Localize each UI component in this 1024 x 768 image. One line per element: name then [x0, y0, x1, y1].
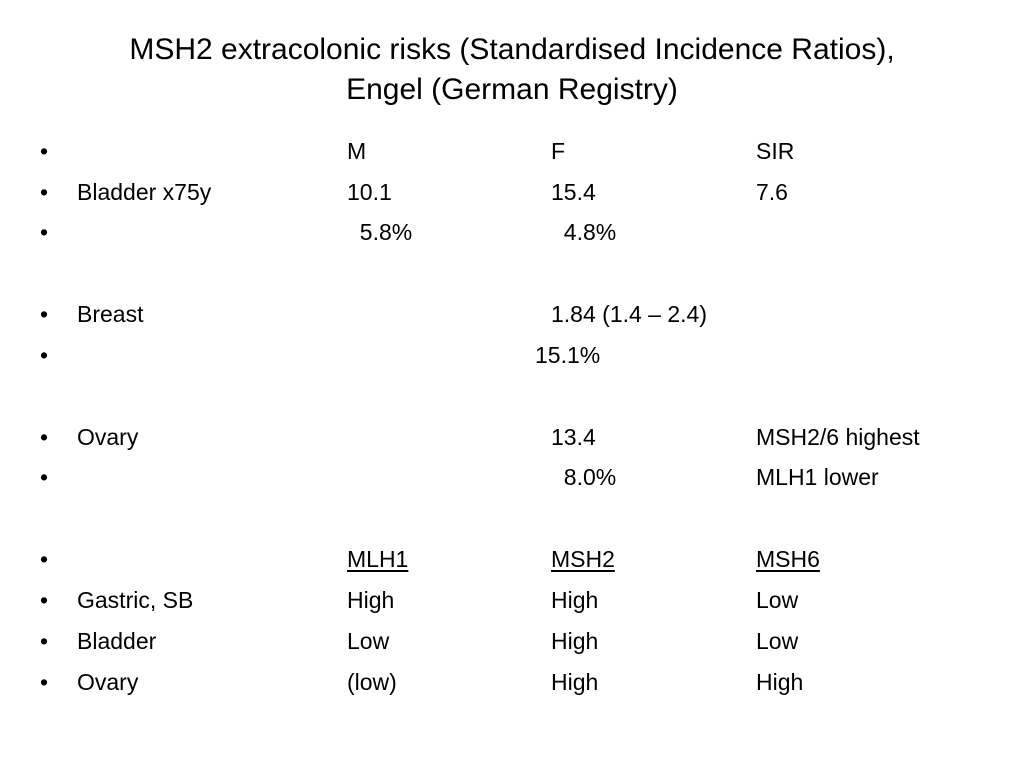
bullet-icon: • — [40, 628, 49, 654]
cell-value: Low — [756, 587, 799, 613]
cell-value: 15.4 — [551, 179, 596, 205]
cell-value: 7.6 — [756, 179, 788, 205]
cell-value: 15.1% — [535, 342, 601, 368]
bullet-icon: • — [40, 179, 49, 205]
cell-value: High — [551, 669, 599, 695]
cell-value: High — [551, 587, 599, 613]
header-male: M — [347, 138, 367, 164]
title-line-1: MSH2 extracolonic risks (Standardised In… — [129, 33, 895, 66]
cell-value: (low) — [347, 669, 397, 695]
row-label: Bladder — [77, 628, 157, 654]
bullet-icon: • — [40, 301, 49, 327]
list-item: • 15.1% — [0, 339, 1024, 371]
list-item: • 5.8% 4.8% — [0, 216, 1024, 248]
cell-value: 4.8% — [551, 219, 617, 245]
bullet-icon: • — [40, 138, 49, 164]
row-label: Bladder x75y — [77, 179, 212, 205]
row-label: Breast — [77, 301, 144, 327]
bullet-icon: • — [40, 424, 49, 450]
header-msh2: MSH2 — [551, 546, 615, 572]
cell-value: 1.84 (1.4 – 2.4) — [551, 301, 707, 327]
cell-value: 5.8% — [347, 219, 413, 245]
bullet-icon: • — [40, 587, 49, 613]
list-item: • Bladder Low High Low — [0, 625, 1024, 657]
header-msh6: MSH6 — [756, 546, 820, 572]
title-line-2: Engel (German Registry) — [346, 73, 678, 106]
list-item: • MLH1 MSH2 MSH6 — [0, 543, 1024, 575]
header-female: F — [551, 138, 566, 164]
cell-value: 8.0% — [551, 464, 617, 490]
bullet-icon: • — [40, 546, 49, 572]
cell-value: Low — [756, 628, 799, 654]
cell-value: MSH2/6 highest — [756, 424, 920, 450]
cell-value: High — [347, 587, 395, 613]
cell-value: 13.4 — [551, 424, 596, 450]
row-label: Gastric, SB — [77, 587, 194, 613]
header-mlh1: MLH1 — [347, 546, 409, 572]
row-label: Ovary — [77, 424, 139, 450]
list-item: • Bladder x75y 10.1 15.4 7.6 — [0, 176, 1024, 208]
list-item: • Gastric, SB High High Low — [0, 584, 1024, 616]
list-item: • Ovary 13.4 MSH2/6 highest — [0, 421, 1024, 453]
list-item: • Breast 1.84 (1.4 – 2.4) — [0, 298, 1024, 330]
cell-value: High — [551, 628, 599, 654]
bullet-icon: • — [40, 669, 49, 695]
cell-value: 10.1 — [347, 179, 392, 205]
header-sir: SIR — [756, 138, 795, 164]
row-label: Ovary — [77, 669, 139, 695]
bullet-icon: • — [40, 464, 49, 490]
cell-value: High — [756, 669, 804, 695]
cell-value: Low — [347, 628, 390, 654]
bullet-icon: • — [40, 342, 49, 368]
list-item: • Ovary (low) High High — [0, 666, 1024, 698]
slide-title: MSH2 extracolonic risks (Standardised In… — [0, 30, 1024, 110]
cell-value: MLH1 lower — [756, 464, 879, 490]
list-item: • 8.0% MLH1 lower — [0, 461, 1024, 493]
list-item: • M F SIR — [0, 135, 1024, 167]
bullet-icon: • — [40, 219, 49, 245]
